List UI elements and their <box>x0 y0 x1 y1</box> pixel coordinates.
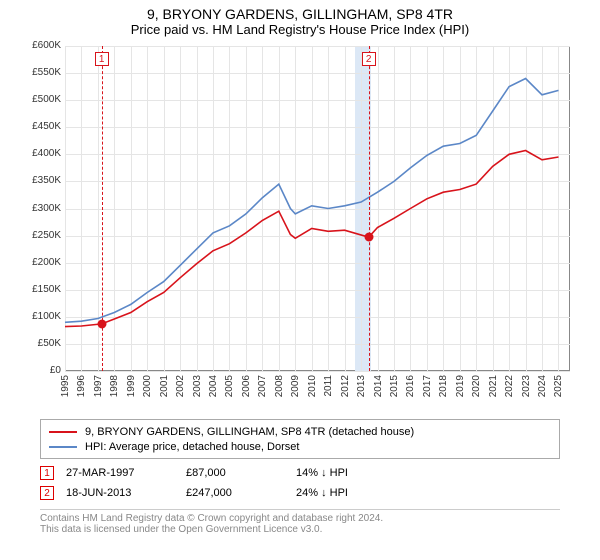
event-badge: 2 <box>362 52 376 66</box>
legend-item: HPI: Average price, detached house, Dors… <box>49 439 551 454</box>
price-chart: £0£50K£100K£150K£200K£250K£300K£350K£400… <box>20 41 580 411</box>
legend-swatch <box>49 431 77 433</box>
event-price: £87,000 <box>186 467 296 479</box>
event-badge: 1 <box>95 52 109 66</box>
series-svg <box>20 41 580 411</box>
chart-title-sub: Price paid vs. HM Land Registry's House … <box>0 22 600 41</box>
event-date: 27-MAR-1997 <box>66 467 186 479</box>
legend-item: 9, BRYONY GARDENS, GILLINGHAM, SP8 4TR (… <box>49 424 551 439</box>
chart-title-address: 9, BRYONY GARDENS, GILLINGHAM, SP8 4TR <box>0 0 600 22</box>
event-price: £247,000 <box>186 487 296 499</box>
event-dot <box>97 319 106 328</box>
footer-line: This data is licensed under the Open Gov… <box>40 524 560 535</box>
event-date: 18-JUN-2013 <box>66 487 186 499</box>
event-dot <box>364 233 373 242</box>
series-property <box>65 151 559 327</box>
legend-label: 9, BRYONY GARDENS, GILLINGHAM, SP8 4TR (… <box>85 426 414 438</box>
event-row: 1 27-MAR-1997£87,00014% ↓ HPI <box>40 463 560 483</box>
event-table: 1 27-MAR-1997£87,00014% ↓ HPI 2 18-JUN-2013… <box>40 463 560 503</box>
event-line <box>369 46 370 371</box>
legend-label: HPI: Average price, detached house, Dors… <box>85 441 299 453</box>
legend: 9, BRYONY GARDENS, GILLINGHAM, SP8 4TR (… <box>40 419 560 459</box>
footer-line: Contains HM Land Registry data © Crown c… <box>40 513 560 524</box>
event-row-badge: 2 <box>40 486 54 500</box>
event-delta: 14% ↓ HPI <box>296 467 348 479</box>
legend-swatch <box>49 446 77 448</box>
attribution-footer: Contains HM Land Registry data © Crown c… <box>40 509 560 535</box>
event-row-badge: 1 <box>40 466 54 480</box>
event-row: 2 18-JUN-2013£247,00024% ↓ HPI <box>40 483 560 503</box>
event-delta: 24% ↓ HPI <box>296 487 348 499</box>
series-hpi <box>65 79 559 323</box>
